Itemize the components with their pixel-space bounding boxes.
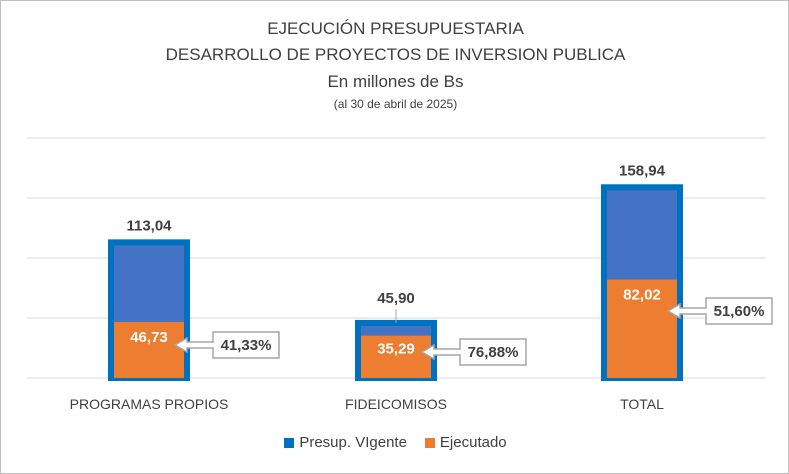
legend-label-vigente: Presup. VIgente (299, 434, 407, 451)
data-label-vigente: 113,04 (126, 217, 172, 234)
percent-label: 76,88% (468, 344, 519, 361)
data-label-vigente: 158,94 (619, 162, 666, 179)
legend: Presup. VIgente Ejecutado (1, 434, 789, 451)
data-label-vigente: 45,90 (377, 290, 415, 307)
data-label-ejecutado: 35,29 (377, 341, 415, 358)
category-label: PROGRAMAS PROPIOS (70, 396, 229, 412)
data-label-ejecutado: 46,73 (130, 329, 168, 346)
legend-swatch-ejecutado (425, 438, 435, 448)
category-label: FIDEICOMISOS (345, 396, 447, 412)
percent-label: 41,33% (221, 337, 272, 354)
category-label: TOTAL (620, 396, 664, 412)
data-label-ejecutado: 82,02 (623, 287, 661, 304)
legend-item-ejecutado: Ejecutado (425, 434, 507, 451)
percent-label: 51,60% (714, 303, 765, 320)
legend-item-vigente: Presup. VIgente (284, 434, 407, 451)
legend-swatch-vigente (284, 438, 294, 448)
legend-label-ejecutado: Ejecutado (440, 434, 507, 451)
